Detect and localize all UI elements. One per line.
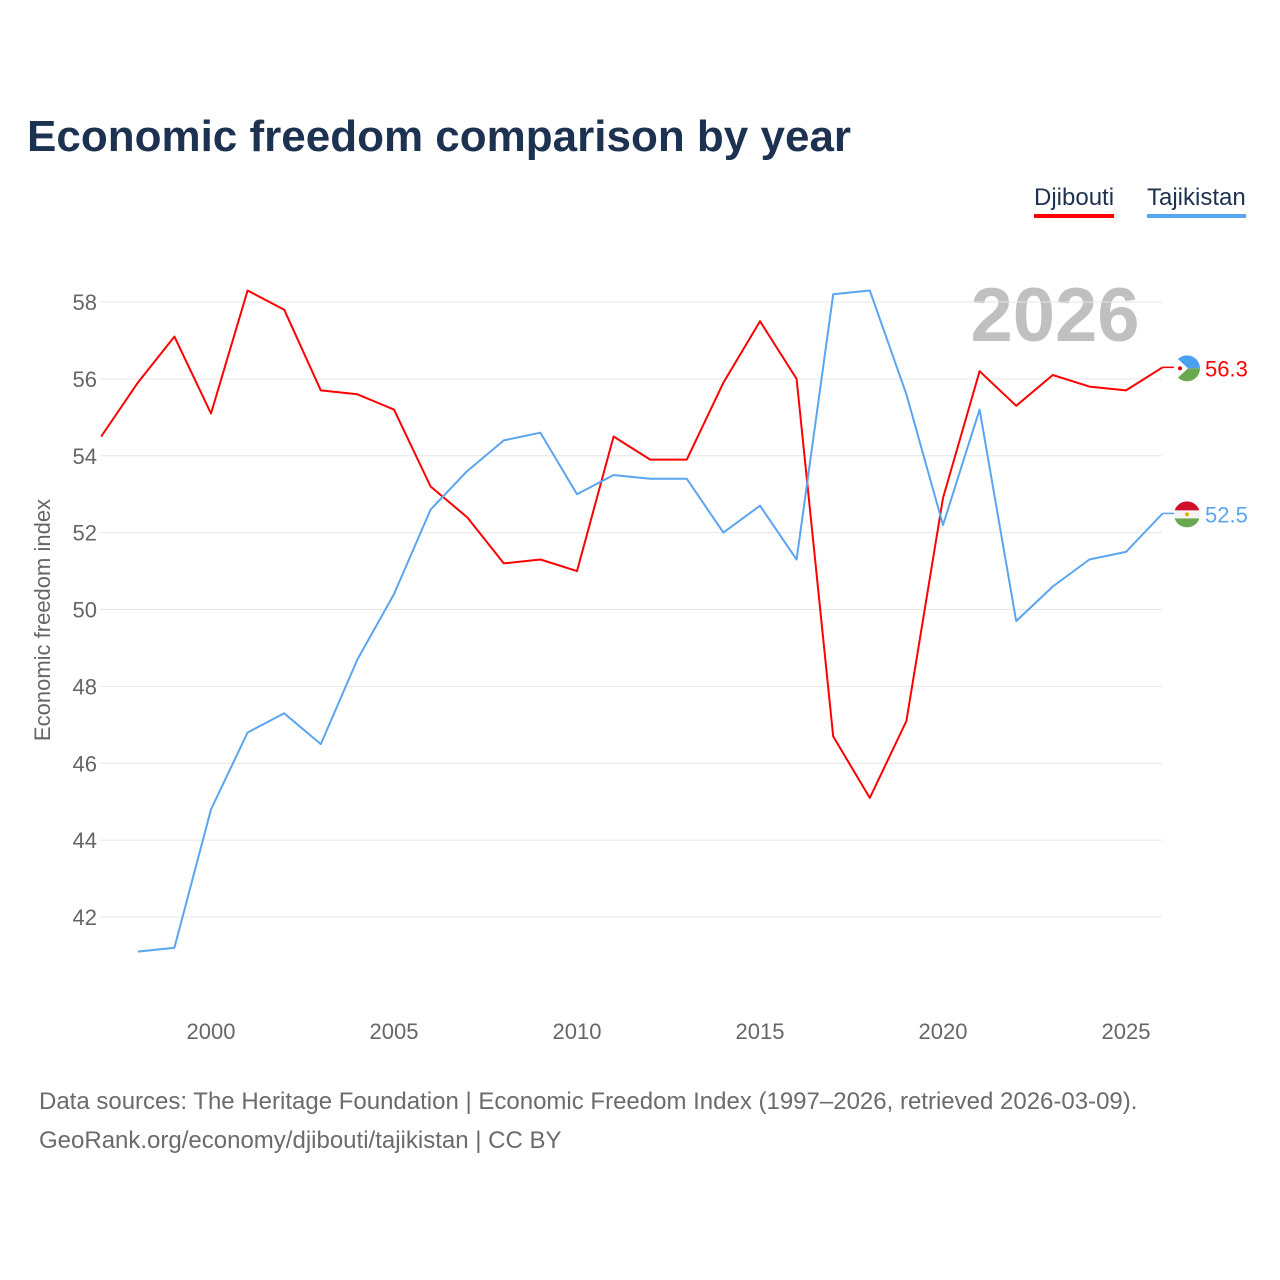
x-tick-label: 2005 — [370, 1019, 419, 1044]
y-tick-label: 54 — [73, 444, 97, 469]
y-tick-label: 48 — [73, 674, 97, 699]
x-tick-label: 2020 — [919, 1019, 968, 1044]
y-tick-label: 50 — [73, 598, 97, 623]
end-value-label-djibouti: 56.3 — [1205, 356, 1248, 381]
source-link[interactable]: GeoRank.org/economy/djibouti/tajikistan … — [39, 1127, 562, 1154]
flag-djibouti — [1174, 355, 1200, 382]
y-tick-label: 46 — [73, 751, 97, 776]
y-tick-label: 52 — [73, 521, 97, 546]
year-watermark: 2026 — [970, 273, 1139, 358]
series-line-djibouti — [100, 289, 1164, 799]
y-tick-label: 58 — [73, 290, 97, 315]
legend-tajikistan[interactable]: Tajikistan — [1147, 184, 1246, 218]
x-tick-label: 2015 — [736, 1019, 785, 1044]
legend-djibouti[interactable]: Djibouti — [1034, 184, 1115, 218]
y-tick-label: 44 — [73, 828, 97, 853]
y-tick-label: 56 — [73, 367, 97, 392]
series-line-tajikistan — [137, 289, 1164, 953]
flag-tajikistan — [1174, 501, 1200, 528]
y-tick-label: 42 — [73, 905, 97, 930]
end-value-label-tajikistan: 52.5 — [1205, 502, 1248, 527]
x-tick-label: 2010 — [553, 1019, 602, 1044]
x-tick-label: 2025 — [1102, 1019, 1151, 1044]
y-axis-label: Economic freedom index — [30, 499, 55, 741]
x-tick-label: 2000 — [187, 1019, 236, 1044]
chart-title: Economic freedom comparison by year — [27, 112, 852, 161]
source-note: Data sources: The Heritage Foundation | … — [39, 1088, 1138, 1115]
